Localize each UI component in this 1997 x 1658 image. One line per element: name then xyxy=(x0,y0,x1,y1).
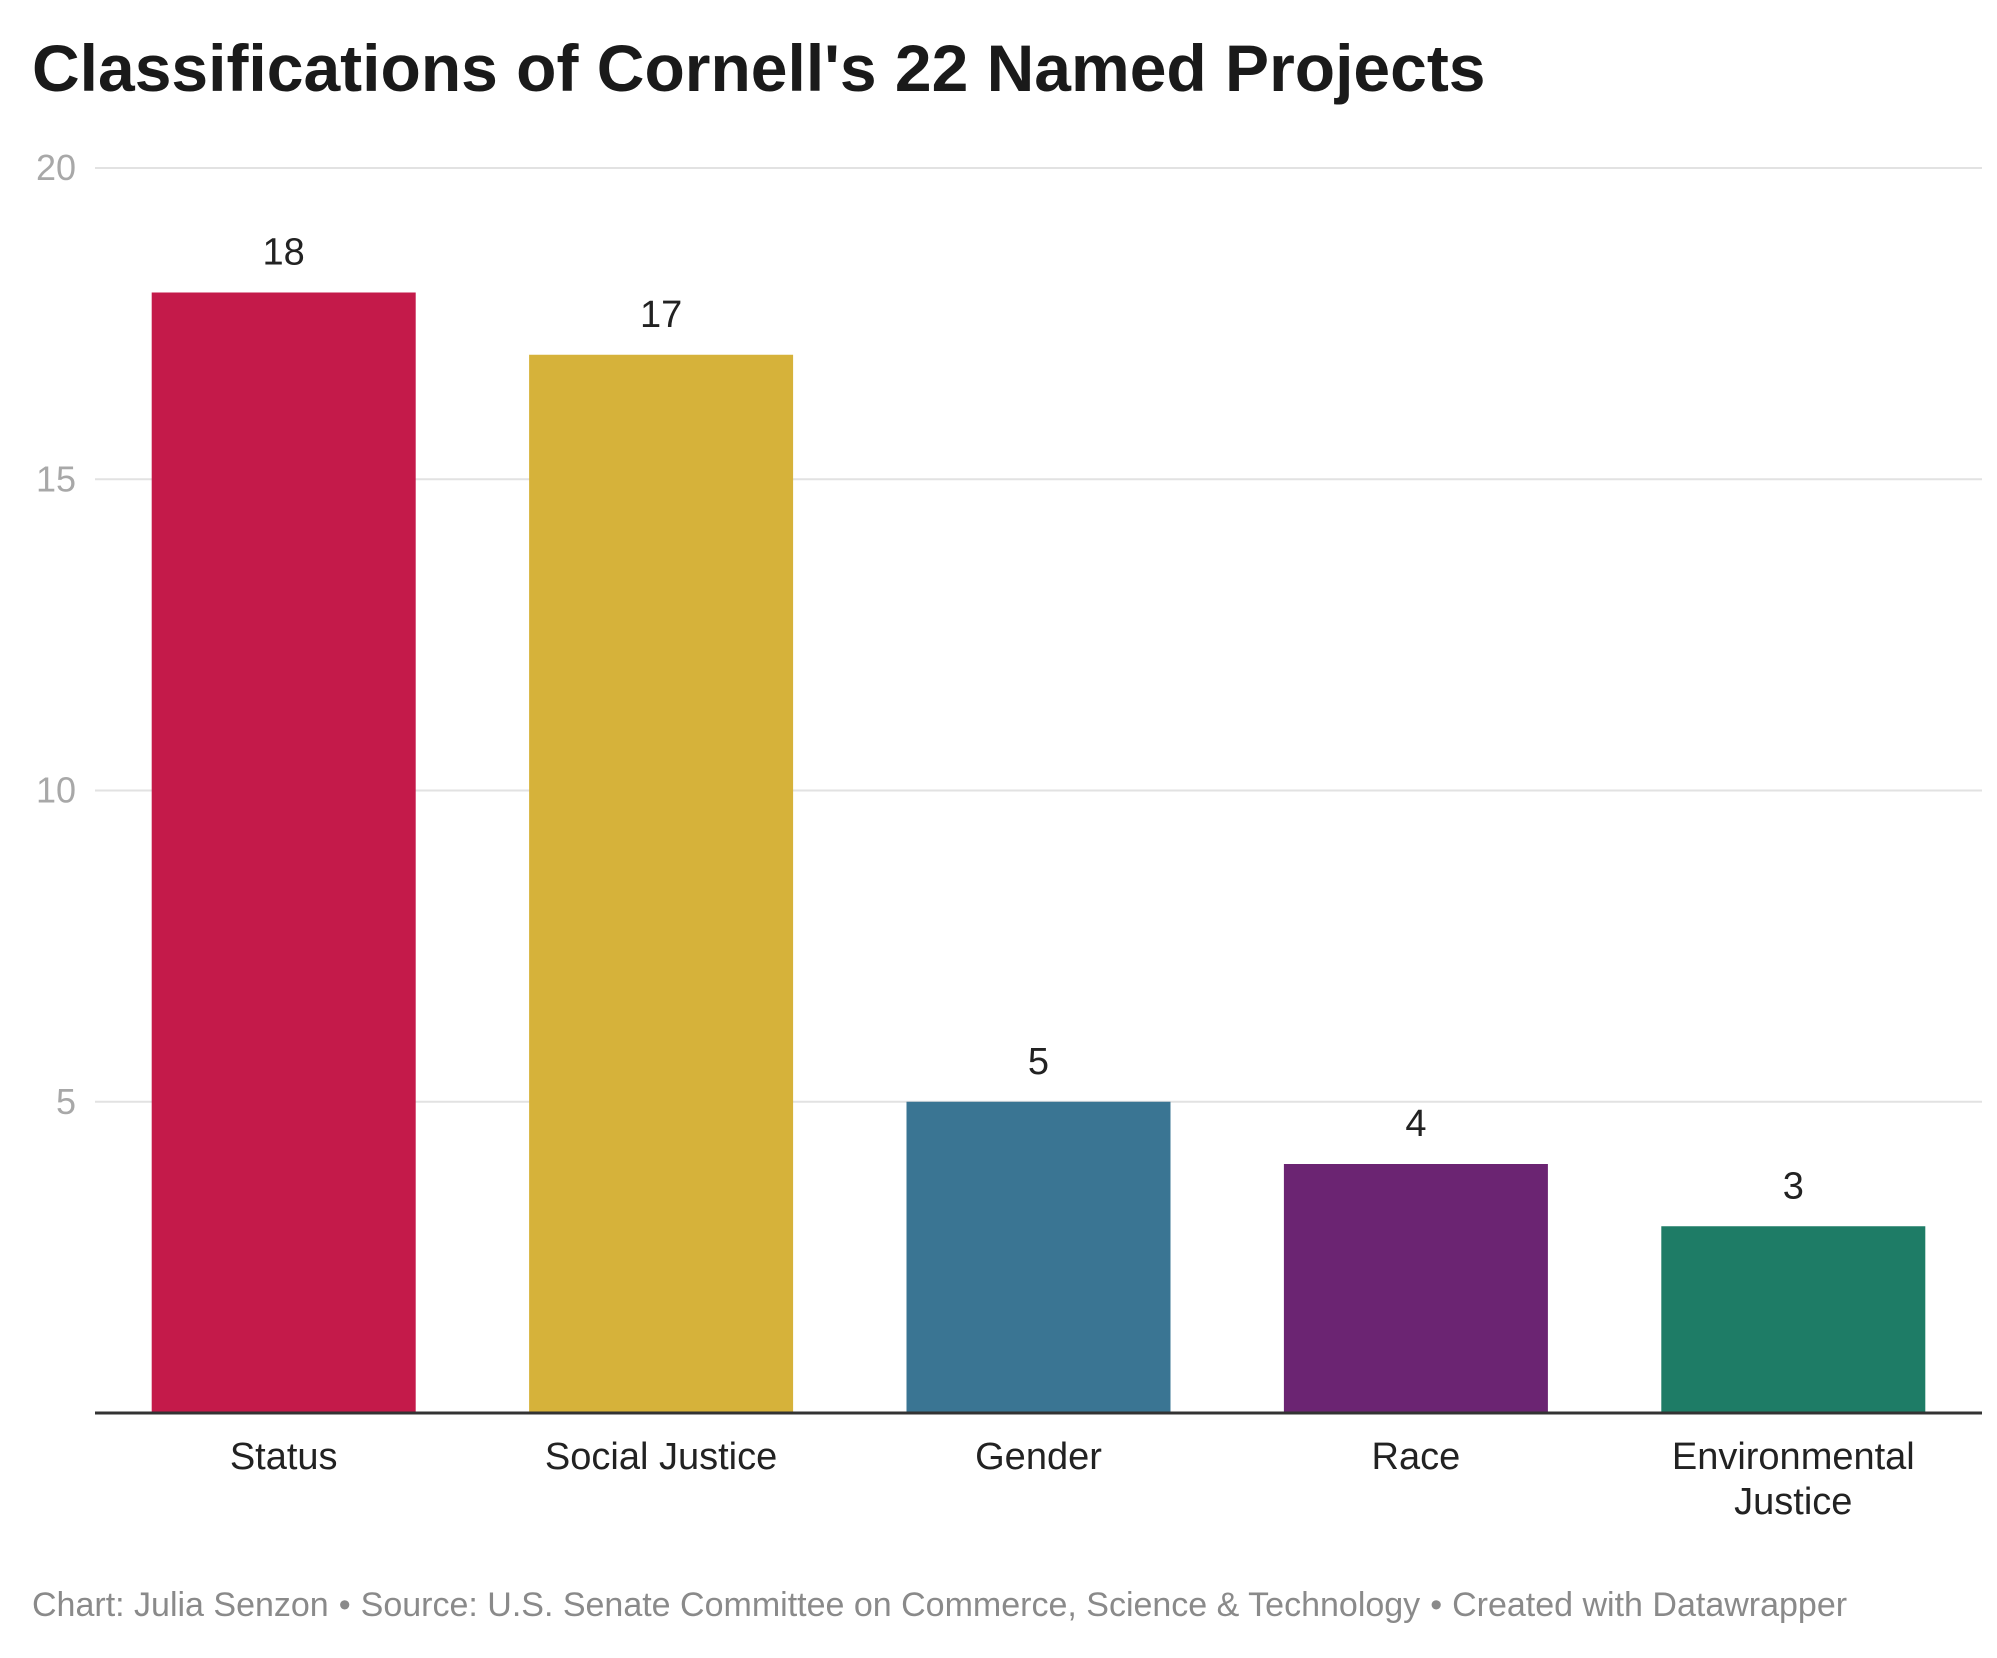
y-tick-label: 5 xyxy=(56,1081,76,1122)
bar xyxy=(906,1101,1171,1413)
y-tick-label: 10 xyxy=(36,770,76,811)
chart-title: Classifications of Cornell's 22 Named Pr… xyxy=(32,31,1486,105)
y-tick-label: 20 xyxy=(36,147,76,188)
bar-value-label: 17 xyxy=(640,294,682,336)
x-category-label: Environmental Justice xyxy=(1672,1436,1915,1523)
footer-separator: • xyxy=(1430,1586,1443,1624)
x-axis-category-labels: Status Social Justice Gender Race Environmen… xyxy=(230,1436,1915,1523)
created-with: Created with Datawrapper xyxy=(1452,1586,1848,1624)
x-category-label-line: Environmental xyxy=(1672,1436,1915,1478)
x-category-label: Race xyxy=(1372,1436,1461,1478)
chart-source: Source: U.S. Senate Committee on Commerc… xyxy=(360,1586,1421,1624)
x-category-label-line: Gender xyxy=(975,1436,1102,1478)
bar-value-label: 18 xyxy=(263,232,305,274)
chart-footer: Chart: Julia Senzon • Source: U.S. Senate … xyxy=(32,1586,1847,1625)
y-tick-label: 15 xyxy=(36,458,76,499)
x-category-label: Gender xyxy=(975,1436,1102,1478)
bar xyxy=(529,354,794,1413)
bar xyxy=(151,292,416,1413)
bars xyxy=(151,292,1926,1413)
chart-credit: Chart: Julia Senzon xyxy=(32,1586,329,1624)
footer-separator: • xyxy=(338,1586,351,1624)
x-category-label: Status xyxy=(230,1436,338,1478)
bar-value-label: 3 xyxy=(1783,1165,1804,1207)
x-category-label-line: Race xyxy=(1372,1436,1461,1478)
x-category-label: Social Justice xyxy=(545,1436,777,1478)
bar xyxy=(1283,1164,1548,1413)
x-category-label-line: Justice xyxy=(1734,1481,1852,1523)
bar-value-label: 4 xyxy=(1405,1103,1426,1145)
bar-value-labels: 18 17 5 4 3 xyxy=(263,232,1804,1208)
x-category-label-line: Social Justice xyxy=(545,1436,777,1478)
bar-value-label: 5 xyxy=(1028,1041,1049,1083)
x-category-label-line: Status xyxy=(230,1436,338,1478)
bar xyxy=(1661,1226,1926,1413)
y-axis-tick-labels: 5 10 15 20 xyxy=(36,147,76,1122)
